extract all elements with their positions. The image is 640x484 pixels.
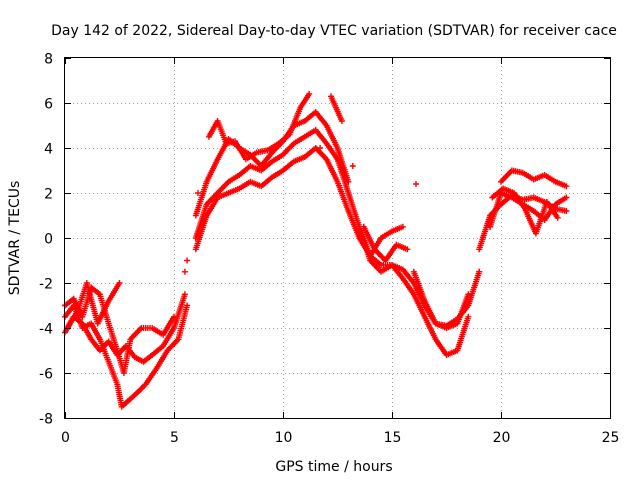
x-tick-label: 15: [384, 430, 402, 446]
y-tick-label: 8: [44, 52, 53, 68]
x-tick-label: 5: [170, 430, 179, 446]
chart-title: Day 142 of 2022, Sidereal Day-to-day VTE…: [51, 23, 617, 39]
x-tick-label: 20: [493, 430, 511, 446]
y-tick-label: 0: [44, 232, 53, 248]
plot-frame: [64, 57, 611, 419]
axis-ticks: 0 5 10 15 20 25 -8 -6 -4 -2 0 2 4 6 8: [39, 52, 619, 447]
y-tick-label: -6: [39, 367, 53, 383]
y-tick-label: -4: [39, 322, 53, 338]
x-tick-label: 25: [602, 430, 620, 446]
x-tick-label: 10: [275, 430, 293, 446]
y-tick-label: 6: [44, 97, 53, 113]
x-tick-label: 0: [61, 430, 70, 446]
y-tick-label: 2: [44, 187, 53, 203]
x-axis-label: GPS time / hours: [275, 459, 392, 475]
y-tick-label: -2: [39, 277, 53, 293]
y-axis-label: SDTVAR / TECUs: [7, 181, 23, 296]
y-tick-label: 4: [44, 142, 53, 158]
y-tick-label: -8: [39, 412, 53, 428]
